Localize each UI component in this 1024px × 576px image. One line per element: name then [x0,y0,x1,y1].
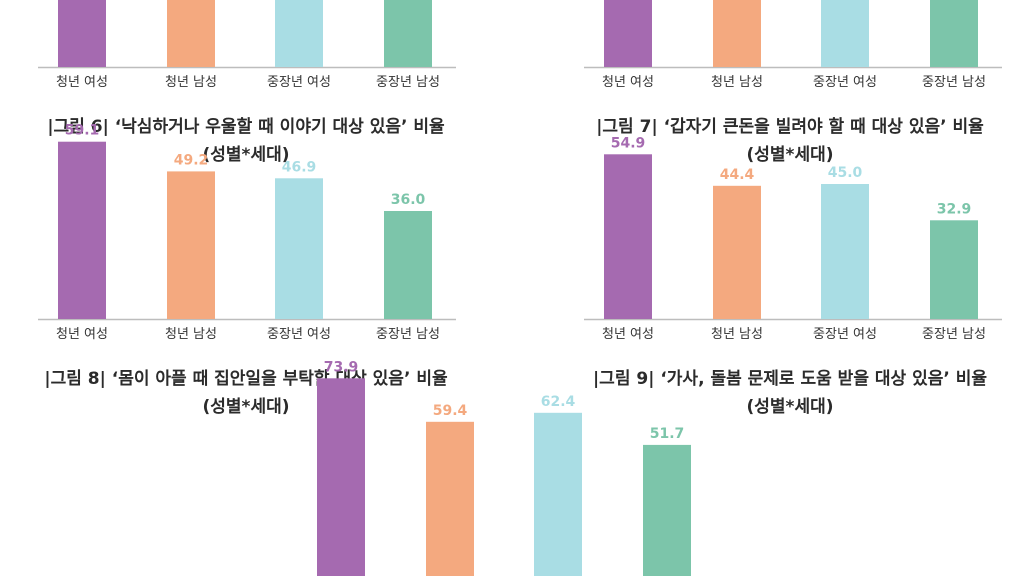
data-label: 46.9 [282,159,317,175]
bar-2 [713,0,761,67]
bar-1 [317,378,365,576]
category-label: 중장년 남성 [922,75,986,90]
bar-chart-4: 54.9 청년 여성 44.4 청년 남성 45.0 중장년 여성 32.9 중장년 남성 [584,135,1002,342]
category-label: 청년 남성 [711,327,763,342]
bar-2 [426,421,474,576]
category-label: 청년 남성 [165,327,217,342]
category-label: 청년 여성 [56,75,108,90]
category-label: 중장년 여성 [267,327,331,342]
category-label: 청년 여성 [56,327,108,342]
bar-1 [604,0,652,67]
data-label: 54.9 [611,135,646,151]
bar-chart-5: 73.9 59.4 62.4 51.7 [317,359,691,576]
bar-1 [604,154,652,319]
bar-3 [275,0,323,67]
figure-9-caption-sub: (성별*세대) [747,397,834,417]
category-label: 중장년 여성 [813,75,877,90]
bar-2 [167,0,215,67]
figure-8-caption: |그림 8| ‘몸이 아플 때 집안일을 부탁할 대상 있음’ 비율 [44,369,448,389]
data-label: 49.2 [174,152,209,168]
bar-4 [643,444,691,576]
category-label: 청년 여성 [602,75,654,90]
category-label: 청년 남성 [165,75,217,90]
data-label: 45.0 [828,165,863,181]
bar-2 [713,185,761,319]
data-label: 73.9 [324,359,359,375]
bar-3 [534,412,582,576]
data-label: 62.4 [541,394,576,410]
category-label: 청년 여성 [602,327,654,342]
data-label: 32.9 [937,201,972,217]
bar-4 [384,211,432,319]
figure-6-caption-sub: (성별*세대) [203,145,290,165]
category-label: 청년 남성 [711,75,763,90]
bar-chart-3: 59.1 청년 여성 49.2 청년 남성 46.9 중장년 여성 36.0 중장년 남성 [38,123,456,342]
category-label: 중장년 남성 [376,327,440,342]
data-label: 51.7 [650,426,685,442]
bar-1 [58,141,106,319]
figure-7-caption: |그림 7| ‘갑자기 큰돈을 빌려야 할 때 대상 있음’ 비율 [596,117,984,137]
data-label: 59.4 [433,403,468,419]
bar-3 [821,0,869,67]
figure-7-caption-sub: (성별*세대) [747,145,834,165]
figure-6-caption: |그림 6| ‘낙심하거나 우울할 때 이야기 대상 있음’ 비율 [47,117,445,137]
category-label: 중장년 남성 [376,75,440,90]
bar-4 [384,0,432,67]
figure-9-caption: |그림 9| ‘가사, 돌봄 문제로 도움 받을 대상 있음’ 비율 [593,369,987,389]
bar-1 [58,0,106,67]
category-label: 중장년 여성 [813,327,877,342]
data-label: 36.0 [391,192,426,208]
bar-3 [821,184,869,319]
figure-8-caption-sub: (성별*세대) [203,397,290,417]
category-label: 중장년 남성 [922,327,986,342]
data-label: 44.4 [720,167,755,183]
bar-chart-1: 청년 여성 청년 남성 중장년 여성 중장년 남성 [38,0,456,90]
bar-4 [930,0,978,67]
bar-2 [167,171,215,319]
bar-3 [275,178,323,319]
bar-4 [930,220,978,319]
data-label: 59.1 [65,123,100,139]
category-label: 중장년 여성 [267,75,331,90]
